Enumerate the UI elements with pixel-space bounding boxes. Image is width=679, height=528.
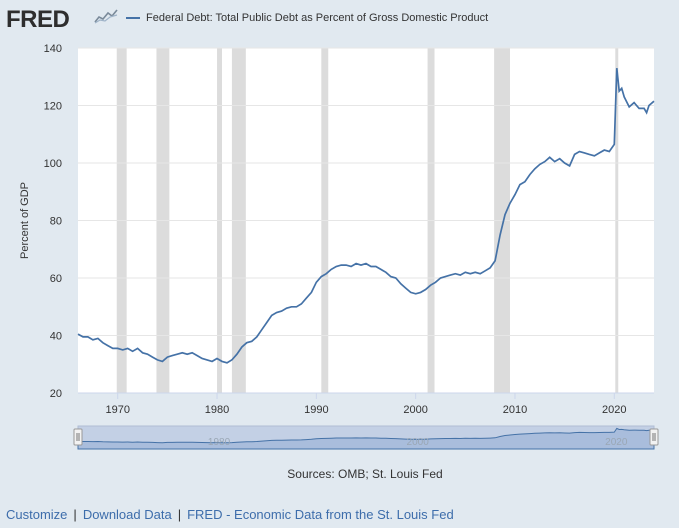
download-data-link[interactable]: Download Data [82,507,172,522]
y-tick-label: 120 [44,101,62,113]
x-axis-ticks: 1970 1980 1990 2000 2010 2020 [78,392,654,416]
navigator-series-area [77,427,655,450]
navigator-ticks: 1980 2000 2020 [208,437,628,448]
sources-note: Sources: OMB; St. Louis Fed [287,467,443,481]
handle-grip [73,428,83,446]
x-tick-label: 1970 [105,404,129,416]
x-tick-label: 2000 [403,404,427,416]
navigator-left-handle[interactable] [73,428,83,446]
handle-grip [649,428,659,446]
series-line [77,68,655,364]
y-axis-label: Percent of GDP [19,182,31,259]
gridlines [78,47,654,394]
x-tick-label: 2020 [602,404,626,416]
legend-swatch [126,17,140,19]
y-axis-ticks: 20 40 60 80 100 120 140 [44,43,62,400]
navigator-right-handle[interactable] [649,428,659,446]
x-tick-label: 2010 [503,404,527,416]
footer-links: Customize | Download Data | FRED - Economic … [6,507,454,522]
fred-logo[interactable]: FRED [6,6,70,33]
customize-link[interactable]: Customize [6,507,68,522]
fred-logo-chart-icon [94,8,118,24]
footer-separator: | [177,507,182,522]
legend-label: Federal Debt: Total Public Debt as Perce… [146,12,489,24]
y-tick-label: 140 [44,43,62,55]
chart-legend: Federal Debt: Total Public Debt as Perce… [126,12,488,24]
navigator-tick-label: 2000 [407,437,430,448]
navigator-tick-label: 1980 [208,437,231,448]
y-tick-label: 60 [50,273,62,285]
range-navigator[interactable]: 1980 2000 2020 [73,425,659,450]
y-tick-label: 40 [50,331,62,343]
y-tick-label: 80 [50,216,62,228]
fred-home-link[interactable]: FRED - Economic Data from the St. Louis … [187,507,454,522]
x-tick-label: 1980 [205,404,229,416]
x-tick-label: 1990 [304,404,328,416]
y-tick-label: 100 [44,158,62,170]
y-tick-label: 20 [50,388,62,400]
footer-separator: | [73,507,77,522]
navigator-tick-label: 2020 [605,437,628,448]
